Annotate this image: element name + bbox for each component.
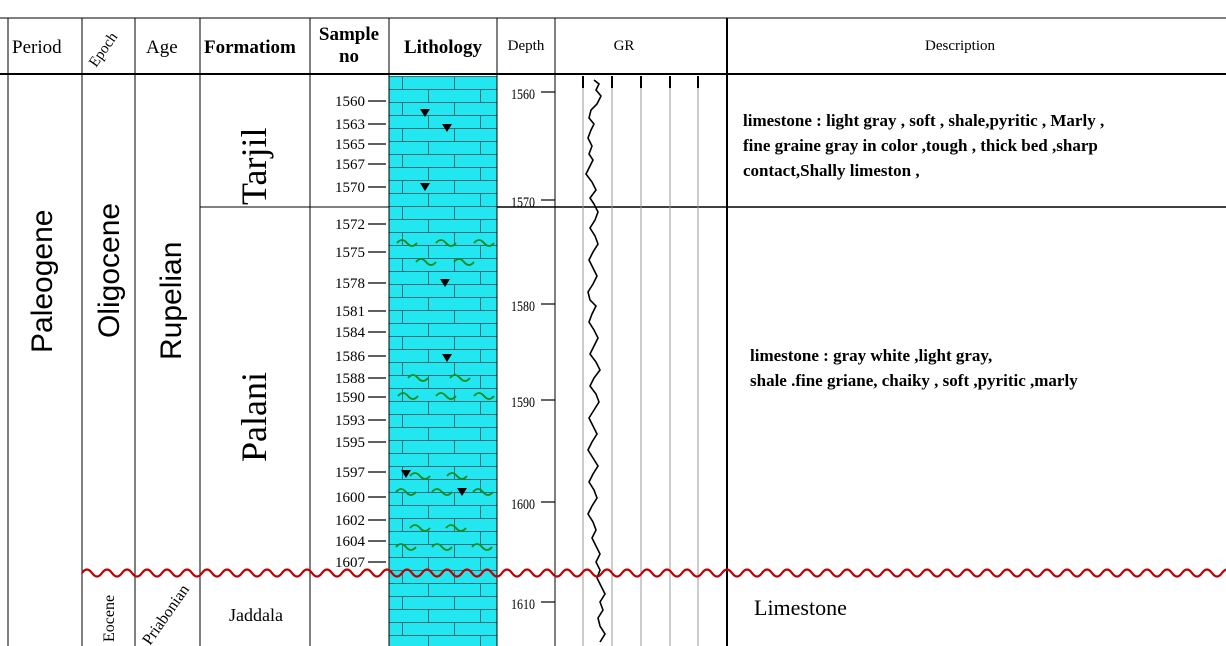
shale-wave-icon xyxy=(396,239,418,247)
header-depth: Depth xyxy=(508,38,545,54)
pyrite-symbols xyxy=(401,109,467,496)
shale-wave-icon xyxy=(473,239,495,247)
gr-curve xyxy=(585,79,606,643)
shale-wave-icon xyxy=(409,472,431,480)
depth-label: 1590 xyxy=(511,394,535,411)
shale-wave-icon xyxy=(395,488,417,496)
shale-wave-icon xyxy=(407,374,429,382)
description-jaddala: Limestone xyxy=(754,595,847,620)
gr-scale-ticks xyxy=(582,76,699,88)
shale-wave-icon xyxy=(431,488,453,496)
epoch-label-lower: Eocene xyxy=(101,595,118,642)
header-description: Description xyxy=(925,38,995,54)
depth-ticks xyxy=(541,91,555,603)
sample-label: 1600 xyxy=(335,490,365,506)
shale-wave-icon xyxy=(395,543,417,551)
period-label: Paleogene xyxy=(26,210,59,353)
depth-label: 1570 xyxy=(511,194,535,211)
formation-label-tarjil: Tarjil xyxy=(234,128,274,205)
sample-labels: 1560 1563 1565 1567 1570 1572 1575 1578 … xyxy=(335,94,366,571)
shale-wave-icon xyxy=(446,472,468,480)
pyrite-triangle-icon xyxy=(440,279,450,287)
shale-wave-icon xyxy=(449,374,471,382)
pyrite-triangle-icon xyxy=(420,109,430,117)
sample-label: 1567 xyxy=(335,157,366,173)
shale-wave-icon xyxy=(431,543,453,551)
sample-label: 1588 xyxy=(335,371,365,387)
depth-labels: 1560 1570 1580 1590 1600 1610 xyxy=(511,86,535,613)
depth-label: 1580 xyxy=(511,298,535,315)
description-line: limestone : light gray , soft , shale,py… xyxy=(743,111,1104,130)
shale-wave-icon xyxy=(473,392,495,400)
sample-label: 1575 xyxy=(335,245,365,261)
description-palani: limestone : gray white ,light gray, shal… xyxy=(750,346,1078,390)
unconformity-wavy-line xyxy=(81,568,1226,578)
pyrite-triangle-icon xyxy=(442,354,452,362)
sample-label: 1578 xyxy=(335,276,365,292)
age-label-upper: Rupelian xyxy=(155,242,188,360)
header-gr: GR xyxy=(614,38,635,54)
sample-label: 1586 xyxy=(335,349,366,365)
header-sample: Sample xyxy=(319,24,379,45)
pyrite-triangle-icon xyxy=(420,183,430,191)
description-line: fine graine gray in color ,tough , thick… xyxy=(743,136,1098,155)
header-formation: Formatiom xyxy=(204,37,296,58)
sample-label: 1595 xyxy=(335,435,365,451)
formation-label-jaddala: Jaddala xyxy=(229,605,283,625)
pyrite-triangle-icon xyxy=(442,124,452,132)
epoch-label-upper: Oligocene xyxy=(93,203,126,338)
formation-label-palani: Palani xyxy=(234,372,274,462)
depth-label: 1610 xyxy=(511,596,535,613)
table-grid xyxy=(0,17,1226,646)
sample-label: 1590 xyxy=(335,390,365,406)
sample-label: 1602 xyxy=(335,513,365,529)
shale-wave-icon xyxy=(435,239,457,247)
depth-label: 1600 xyxy=(511,496,535,513)
sample-label: 1560 xyxy=(335,94,365,110)
pyrite-triangle-icon xyxy=(457,488,467,496)
shale-wave-icon xyxy=(472,488,494,496)
shale-wave-icon xyxy=(409,524,431,532)
sample-label: 1584 xyxy=(335,325,366,341)
description-line: contact,Shally limeston , xyxy=(743,161,920,180)
sample-label: 1581 xyxy=(335,304,365,320)
sample-label: 1607 xyxy=(335,555,366,571)
sample-label: 1572 xyxy=(335,217,365,233)
sample-label: 1604 xyxy=(335,534,366,550)
shale-symbols xyxy=(395,239,495,551)
header-period: Period xyxy=(12,37,62,58)
description-tarjil: limestone : light gray , soft , shale,py… xyxy=(743,111,1104,180)
description-line: shale .fine griane, chaiky , soft ,pyrit… xyxy=(750,371,1078,390)
sample-ticks xyxy=(368,100,386,563)
description-line: limestone : gray white ,light gray, xyxy=(750,346,992,365)
shale-wave-icon xyxy=(445,524,467,532)
lithology-column xyxy=(389,76,497,646)
pyrite-triangle-icon xyxy=(401,470,411,478)
gr-track-grid xyxy=(582,76,699,646)
sample-label: 1570 xyxy=(335,180,365,196)
depth-label: 1560 xyxy=(511,86,535,103)
sample-label: 1565 xyxy=(335,137,365,153)
header-age: Age xyxy=(146,37,178,58)
shale-wave-icon xyxy=(397,392,419,400)
shale-wave-icon xyxy=(435,392,457,400)
header-lithology: Lithology xyxy=(404,37,483,58)
shale-wave-icon xyxy=(453,258,475,266)
sample-label: 1593 xyxy=(335,413,365,429)
shale-wave-icon xyxy=(471,543,493,551)
header-epoch: Epoch xyxy=(86,29,121,70)
header-sample-no: no xyxy=(339,46,359,67)
shale-wave-icon xyxy=(415,258,437,266)
sample-label: 1597 xyxy=(335,465,366,481)
age-label-lower: Priabonian xyxy=(139,582,193,646)
sample-label: 1563 xyxy=(335,117,365,133)
